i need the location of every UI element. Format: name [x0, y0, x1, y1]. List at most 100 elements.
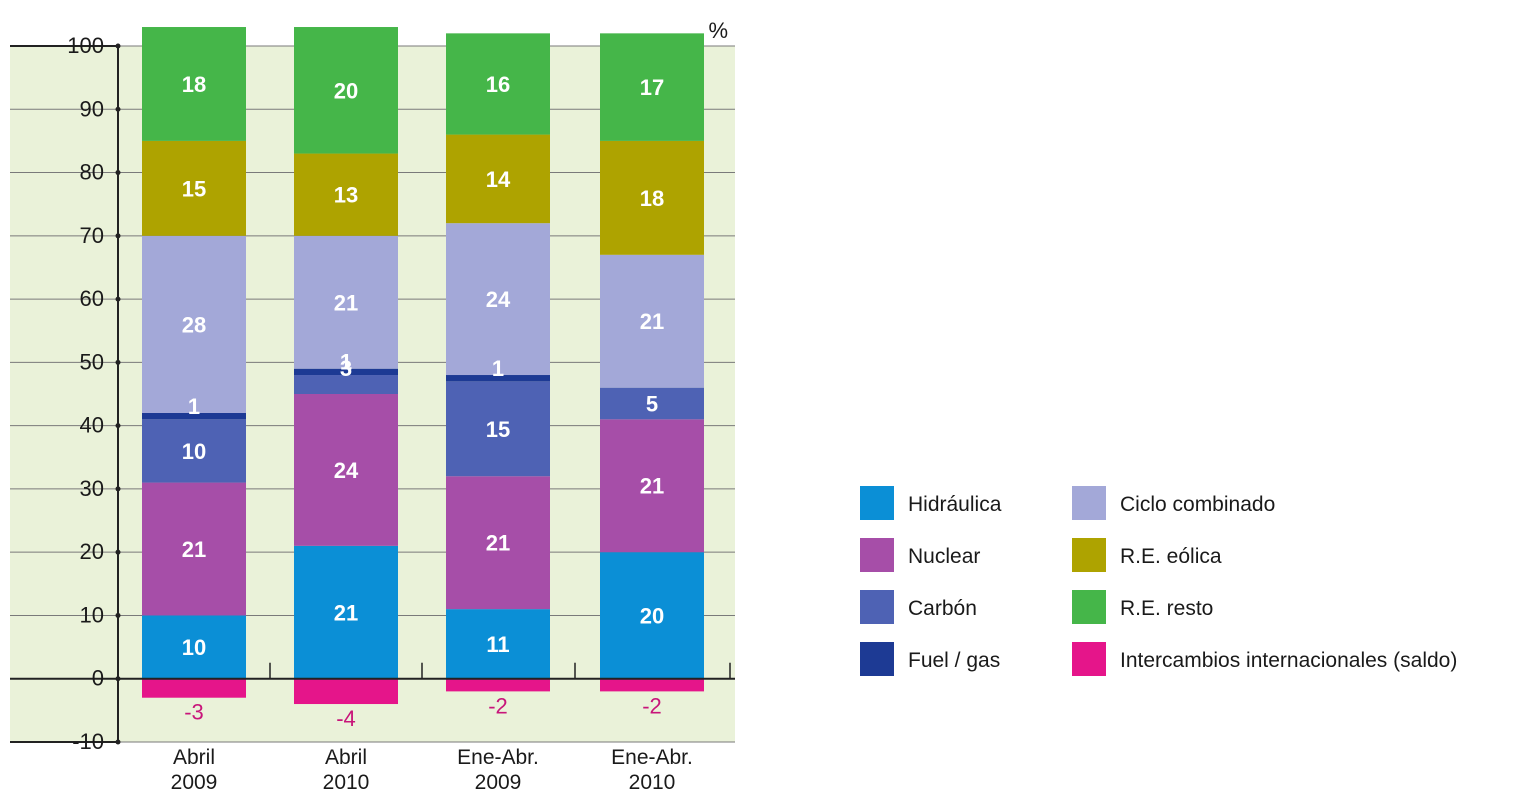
y-tick-label: 90 [80, 96, 104, 121]
legend-label: R.E. resto [1120, 597, 1213, 620]
segment-value-label: 1 [188, 394, 200, 419]
y-tick-label: 20 [80, 539, 104, 564]
legend-swatch [1072, 590, 1106, 624]
bar-segment [142, 419, 246, 483]
legend-label: Ciclo combinado [1120, 493, 1275, 516]
legend-swatch [860, 538, 894, 572]
legend-swatch [860, 486, 894, 520]
segment-value-label: 21 [182, 537, 206, 562]
segment-value-label: 10 [182, 635, 206, 660]
segment-value-label: 13 [334, 183, 358, 208]
bar-segment [446, 33, 550, 135]
segment-value-label: 28 [182, 312, 206, 337]
bar-segment-negative [294, 678, 398, 705]
segment-value-label: 14 [486, 167, 511, 192]
segment-value-label: 5 [646, 391, 658, 416]
bar-segment [600, 140, 704, 255]
y-tick-label: 60 [80, 286, 104, 311]
x-category-label: 2010 [629, 771, 676, 794]
segment-value-label: 21 [486, 531, 510, 556]
labels: 1009080706050403020100-101021101281518-3… [67, 18, 728, 794]
unit-label: % [708, 18, 728, 43]
bar-segment [600, 387, 704, 420]
bar-segment [446, 476, 550, 610]
segment-value-label: 1 [340, 350, 352, 375]
segment-value-label: 1 [492, 356, 504, 381]
y-tick-label: 80 [80, 160, 104, 185]
y-tick-label: 50 [80, 349, 104, 374]
bar-segment [446, 223, 550, 376]
bar-segment [294, 27, 398, 154]
bar-segment [142, 27, 246, 141]
bar-segment [142, 482, 246, 616]
bar-segment [446, 134, 550, 224]
segment-value-label: 20 [334, 78, 358, 103]
bar-segment [600, 33, 704, 141]
segment-value-label: 18 [640, 186, 664, 211]
negative-value-label: -2 [642, 693, 662, 718]
segment-value-label: 21 [334, 290, 358, 315]
segment-value-label: 21 [640, 474, 664, 499]
bar-segment [600, 552, 704, 679]
legend-label: R.E. eólica [1120, 545, 1222, 568]
axes [10, 43, 735, 745]
segment-value-label: 3 [340, 356, 352, 381]
legend-label: Carbón [908, 597, 977, 620]
bar-segment [294, 375, 398, 394]
bar-segment-negative [142, 678, 246, 698]
y-tick-label: -10 [72, 729, 104, 754]
segment-value-label: 15 [182, 176, 206, 201]
segment-value-label: 17 [640, 75, 664, 100]
bar-segment [142, 412, 246, 420]
legend-label: Nuclear [908, 545, 980, 568]
y-tick-label: 0 [92, 666, 104, 691]
legend-label: Intercambios internacionales (saldo) [1120, 649, 1457, 672]
bar-segment-negative [600, 678, 704, 692]
segment-value-label: 21 [640, 309, 664, 334]
bar-segment [142, 615, 246, 679]
segment-value-label: 16 [486, 72, 510, 97]
legend-label: Fuel / gas [908, 649, 1000, 672]
y-tick-label: 40 [80, 413, 104, 438]
x-category-label: Abril [325, 746, 367, 769]
segment-value-label: 15 [486, 417, 510, 442]
segment-value-label: 21 [334, 600, 358, 625]
segment-value-label: 18 [182, 72, 206, 97]
segment-value-label: 11 [486, 632, 509, 657]
bar-segment [294, 368, 398, 376]
segment-value-label: 10 [182, 439, 206, 464]
negative-value-label: -3 [184, 700, 204, 725]
bar-segment [142, 235, 246, 413]
legend: Hidráulica Nuclear Carbón Fuel / gas Ciclo c… [860, 486, 1457, 676]
segment-value-label: 24 [486, 287, 511, 312]
legend-swatch [1072, 642, 1106, 676]
legend-label: Hidráulica [908, 493, 1002, 516]
y-tick-label: 30 [80, 476, 104, 501]
segment-value-label: 20 [640, 603, 664, 628]
negative-value-label: -2 [488, 693, 508, 718]
x-category-label: 2009 [171, 771, 218, 794]
bar-segment [294, 235, 398, 369]
bar-segment [446, 609, 550, 679]
bar-segments [142, 27, 704, 705]
y-tick-label: 70 [80, 223, 104, 248]
x-category-label: 2010 [323, 771, 370, 794]
legend-swatch [1072, 486, 1106, 520]
negative-value-label: -4 [336, 706, 356, 731]
legend-swatch [860, 642, 894, 676]
legend-swatch [860, 590, 894, 624]
bar-segment-negative [446, 678, 550, 692]
bar-segment [142, 140, 246, 236]
legend-swatch [1072, 538, 1106, 572]
bar-segment [600, 254, 704, 388]
x-category-label: Ene-Abr. [457, 746, 539, 769]
y-tick-label: 10 [80, 602, 104, 627]
x-category-label: Abril [173, 746, 215, 769]
bar-segment [446, 375, 550, 382]
x-category-label: 2009 [475, 771, 522, 794]
segment-value-label: 24 [334, 458, 359, 483]
bar-segment [446, 381, 550, 477]
y-tick-label: 100 [67, 33, 104, 58]
bar-segment [294, 153, 398, 236]
